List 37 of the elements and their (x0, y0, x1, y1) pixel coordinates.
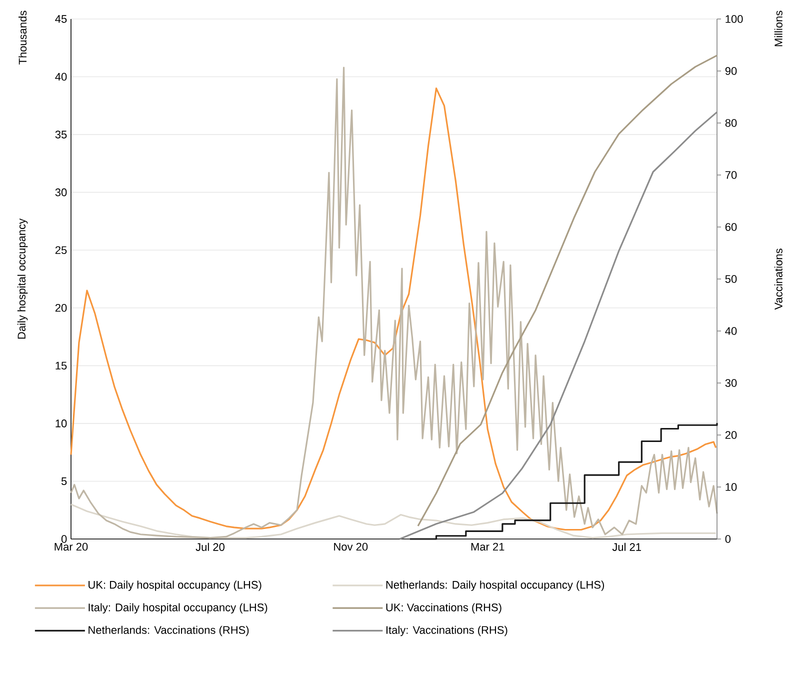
legend-label: UK: Vaccinations (RHS) (386, 603, 502, 614)
legend-label: Netherlands: Daily hospital occupancy (LHS) (386, 580, 604, 591)
x-tick-label: Mar 21 (471, 542, 504, 551)
y-tick-label: 15 (56, 362, 67, 370)
y2-tick-label: 40 (725, 327, 737, 335)
y2-tick-label: 0 (725, 535, 731, 543)
y-tick-label: 0 (61, 535, 67, 543)
y-tick-label: 35 (55, 130, 67, 138)
x-tick-label: Nov 20 (334, 542, 368, 551)
y2-axis-title: Vaccinations (774, 248, 782, 310)
y-axis-title: Daily hospital occupancy (17, 218, 28, 339)
x-tick-label: Jul 20 (196, 542, 224, 551)
y-tick-label: 30 (55, 188, 67, 196)
x-tick-label: Jul 21 (612, 542, 641, 551)
y2-tick-label: 100 (726, 15, 743, 23)
y2-tick-label: 50 (725, 275, 737, 283)
y-tick-label: 40 (55, 72, 67, 81)
y-tick-label: 25 (55, 246, 67, 254)
y2-tick-label: 70 (725, 171, 737, 179)
y-tick-label: 45 (55, 15, 67, 23)
text: Millions (774, 10, 782, 46)
legend-label: Italy: Vaccinations (RHS) (386, 626, 508, 636)
y2-tick-label: 30 (725, 379, 737, 387)
x-tick-label: Mar 20 (54, 542, 88, 551)
y-tick-label: 20 (55, 304, 67, 312)
legend-label: Italy: Daily hospital occupancy (LHS) (88, 603, 268, 614)
y2-tick-label: 60 (725, 223, 737, 231)
y2-tick-label: 90 (725, 67, 737, 75)
y2-tick-label: 10 (726, 483, 737, 491)
text: Thousands (18, 10, 27, 65)
legend-label: UK: Daily hospital occupancy (LHS) (88, 580, 262, 591)
line-series (417, 54, 718, 527)
y2-tick-label: 20 (725, 431, 737, 439)
y-tick-label: 10 (56, 420, 67, 428)
y-tick-label: 5 (61, 477, 67, 486)
y2-tick-label: 80 (725, 119, 737, 127)
legend-label: Netherlands: Vaccinations (RHS) (88, 626, 249, 636)
